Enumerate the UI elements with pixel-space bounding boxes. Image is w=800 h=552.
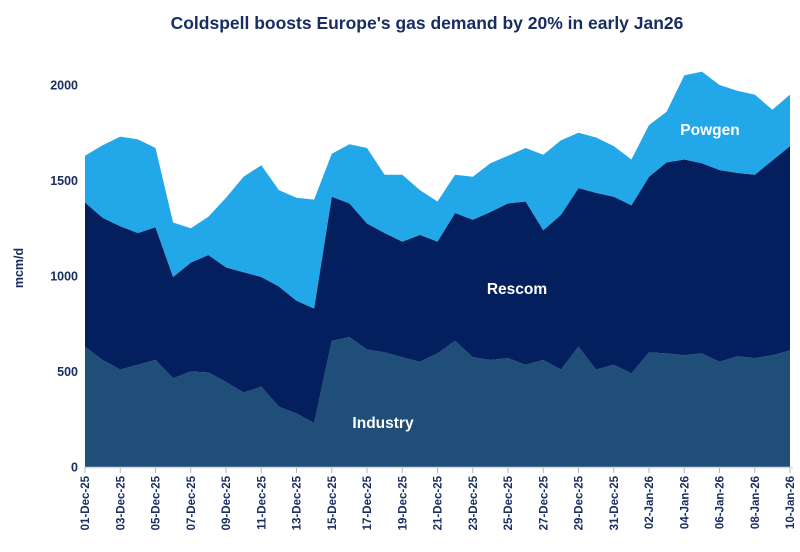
x-tick-label: 01-Dec-25 (80, 475, 92, 530)
x-tick-label: 15-Dec-25 (327, 475, 339, 530)
x-tick-label: 25-Dec-25 (503, 475, 515, 530)
x-tick-label: 19-Dec-25 (397, 475, 409, 530)
y-tick-label: 1500 (50, 174, 78, 188)
x-tick-label: 27-Dec-25 (538, 475, 550, 530)
x-tick-label: 11-Dec-25 (256, 475, 268, 529)
x-tick-label: 02-Jan-26 (644, 476, 656, 529)
x-tick-label: 17-Dec-25 (362, 475, 374, 530)
area-industry (85, 337, 790, 467)
x-tick-label: 29-Dec-25 (574, 475, 586, 530)
chart-title: Coldspell boosts Europe's gas demand by … (170, 13, 684, 33)
area-powgen (85, 71, 790, 309)
y-axis-title: mcm/d (12, 247, 26, 289)
x-tick-label: 04-Jan-26 (679, 476, 691, 529)
x-tick-label: 10-Jan-26 (785, 476, 797, 529)
powgen-series-label: Powgen (680, 122, 740, 139)
y-tick-label: 0 (71, 461, 78, 475)
x-tick-label: 03-Dec-25 (115, 475, 127, 530)
x-tick-label: 06-Jan-26 (715, 476, 727, 529)
x-tick-label: 13-Dec-25 (292, 475, 304, 530)
area-rescom (85, 146, 790, 424)
rescom-series-label: Rescom (486, 281, 548, 298)
x-tick-label: 23-Dec-25 (468, 475, 480, 530)
y-tick-label: 500 (57, 365, 78, 379)
x-tick-label: 05-Dec-25 (151, 475, 163, 530)
x-tick-label: 07-Dec-25 (186, 475, 198, 530)
x-tick-label: 08-Jan-26 (750, 476, 762, 529)
x-tick-label: 09-Dec-25 (221, 475, 233, 530)
y-tick-label: 1000 (50, 270, 78, 284)
x-tick-label: 31-Dec-25 (609, 475, 621, 530)
industry-series-label: Industry (352, 415, 414, 432)
y-tick-label: 2000 (50, 79, 78, 93)
x-tick-label: 21-Dec-25 (433, 475, 445, 530)
